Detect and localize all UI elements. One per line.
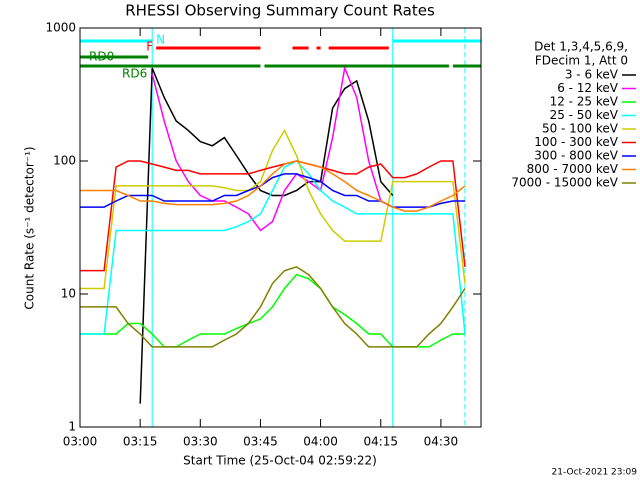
legend-label: 300 - 800 keV bbox=[534, 149, 618, 163]
y-axis-label: Count Rate (s⁻¹ detector⁻¹) bbox=[23, 146, 37, 309]
flag-label: F bbox=[146, 40, 153, 54]
chart-title: RHESSI Observing Summary Count Rates bbox=[125, 2, 435, 20]
y-tick-label: 1000 bbox=[45, 21, 76, 35]
series-line bbox=[80, 173, 465, 208]
legend-label: 100 - 300 keV bbox=[534, 135, 618, 149]
legend-label: 800 - 7000 keV bbox=[527, 162, 619, 176]
plot-frame bbox=[79, 27, 482, 428]
flag-label: RD0 bbox=[89, 50, 114, 64]
y-tick-label: 1 bbox=[68, 420, 76, 434]
series-line bbox=[80, 273, 465, 348]
x-tick-label: 03:45 bbox=[243, 435, 278, 449]
flag-label: N bbox=[156, 33, 165, 47]
legend-title: FDecim 1, Att 0 bbox=[535, 54, 628, 68]
y-tick-label: 10 bbox=[61, 287, 76, 301]
legend-label: 50 - 100 keV bbox=[542, 122, 619, 136]
x-tick-label: 03:00 bbox=[63, 435, 98, 449]
flag-label: RD6 bbox=[122, 67, 147, 81]
series-line bbox=[80, 160, 466, 272]
series-line bbox=[139, 67, 394, 404]
series-line bbox=[80, 128, 466, 290]
series-line bbox=[80, 266, 466, 348]
x-tick-label: 04:00 bbox=[303, 435, 338, 449]
footer: 21-Oct-2021 23:09 bbox=[552, 468, 638, 478]
legend-label: 7000 - 15000 keV bbox=[511, 176, 618, 190]
x-tick-label: 04:15 bbox=[363, 435, 398, 449]
legend-label: 12 - 25 keV bbox=[550, 95, 619, 109]
x-tick-label: 03:30 bbox=[183, 435, 218, 449]
y-tick-label: 100 bbox=[53, 154, 76, 168]
x-tick-label: 04:30 bbox=[424, 435, 459, 449]
legend-title: Det 1,3,4,5,6,9, bbox=[534, 40, 628, 54]
series-line bbox=[80, 160, 466, 212]
x-axis-label: Start Time (25-Oct-04 02:59:22) bbox=[183, 454, 377, 468]
series-line bbox=[80, 160, 466, 335]
x-tick-label: 03:15 bbox=[123, 435, 158, 449]
legend-label: 6 - 12 keV bbox=[557, 81, 619, 95]
legend-label: 3 - 6 keV bbox=[565, 68, 619, 82]
legend-label: 25 - 50 keV bbox=[550, 108, 619, 122]
